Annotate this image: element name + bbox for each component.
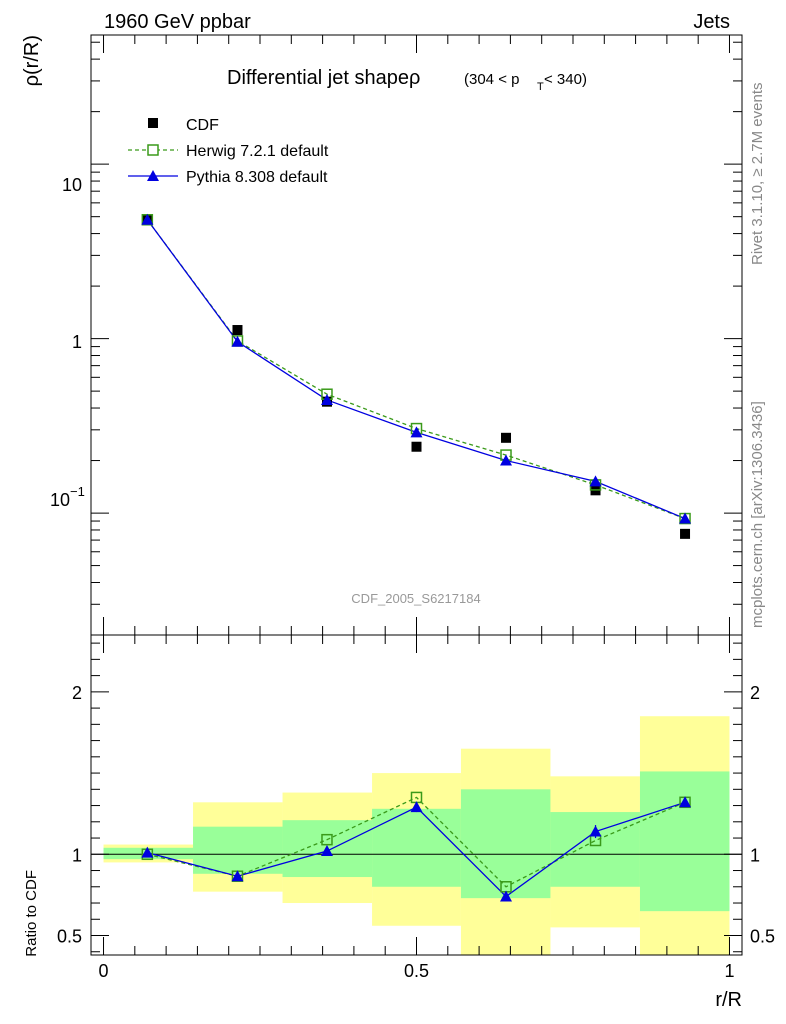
legend-item-pythia: Pythia 8.308 default [128, 169, 328, 186]
pythia-ratio-point [320, 845, 333, 857]
herwig-ratio-point [410, 791, 423, 804]
main-series-layer [141, 213, 692, 539]
pythia-ratio-point [679, 796, 692, 808]
cdf-point [232, 325, 243, 336]
ratio-y-label: Ratio to CDF [23, 870, 40, 957]
x-tick-label: 1 [724, 961, 734, 981]
legend-marker-herwig [147, 144, 159, 156]
pythia-ratio-point [141, 846, 154, 858]
herwig-ratio-point [321, 833, 333, 846]
chart-subtitle-end: < 340) [544, 71, 587, 88]
pythia-point [410, 426, 423, 438]
ratio-uncertainty-bands [103, 716, 730, 955]
cdf-point [501, 432, 512, 443]
pythia-point [231, 335, 244, 347]
x-tick-label: 0.5 [404, 961, 429, 981]
herwig-ratio-point [500, 881, 512, 893]
legend-label-herwig: Herwig 7.2.1 default [186, 143, 329, 160]
ratio-tick-labels: 0.5 0.5 1 1 2 2 0 0.5 1 [57, 683, 775, 981]
legend-item-cdf: CDF [148, 117, 219, 134]
pythia-ratio-point [410, 801, 423, 813]
legend-item-herwig: Herwig 7.2.1 default [128, 143, 329, 160]
ratio-y-tick-label-right: 0.5 [750, 927, 775, 947]
y-tick-label-1: 1 [72, 332, 82, 352]
cdf-point [411, 441, 422, 452]
inner-band [372, 808, 461, 887]
pythia-point [320, 393, 333, 405]
energy-label: 1960 GeV ppbar [104, 11, 251, 33]
legend-label-cdf: CDF [186, 117, 219, 134]
inner-band [193, 826, 283, 874]
pythia-point [589, 475, 602, 487]
ratio-y-tick-label-left: 1 [72, 845, 82, 865]
pythia-ratio-point [589, 825, 602, 837]
pythia-ratio-point [231, 870, 244, 882]
chart-subtitle: (304 < p [464, 71, 519, 88]
legend-marker-cdf [148, 118, 158, 128]
cdf-point [680, 528, 691, 539]
ratio-y-tick-label-right: 1 [750, 845, 760, 865]
x-tick-label: 0 [99, 961, 109, 981]
ratio-y-tick-label-right: 2 [750, 683, 760, 703]
legend: CDF Herwig 7.2.1 default Pythia 8.308 de… [128, 117, 329, 186]
chart-subtitle-subscript: T [537, 81, 544, 93]
y-tick-label-10: 10 [62, 175, 82, 195]
inner-band [639, 771, 730, 912]
ratio-y-tick-label-left: 0.5 [57, 927, 82, 947]
main-panel: ρ(r/R) 10 1 10 −1 Differential jet shape… [21, 34, 743, 636]
ratio-series-layer [141, 791, 692, 902]
inner-band [550, 812, 640, 887]
analysis-watermark: CDF_2005_S6217184 [351, 591, 480, 606]
y-tick-label-0-1-exponent: −1 [70, 484, 85, 499]
herwig-line [146, 219, 686, 520]
herwig-ratio-point [589, 834, 602, 847]
process-label: Jets [693, 11, 730, 33]
inner-band [460, 789, 551, 899]
main-y-tick-labels: 10 1 10 −1 [50, 175, 85, 510]
pythia-point [500, 454, 513, 466]
pythia-point [141, 213, 154, 225]
chart-title: Differential jet shapeρ [227, 67, 420, 89]
main-y-label: ρ(r/R) [21, 35, 43, 86]
pythia-line [146, 219, 686, 520]
pythia-ratio-point [500, 890, 513, 902]
ratio-axis-ticks [91, 635, 742, 955]
legend-marker-pythia [147, 170, 159, 181]
ratio-panel: 0.5 0.5 1 1 2 2 0 0.5 1 Ratio to CDF r/R [23, 634, 775, 1011]
legend-label-pythia: Pythia 8.308 default [186, 169, 328, 186]
mcplots-label: mcplots.cern.ch [arXiv:1306.3436] [749, 401, 766, 628]
x-axis-label: r/R [715, 989, 742, 1011]
ratio-y-tick-label-left: 2 [72, 683, 82, 703]
pythia-point [679, 512, 692, 524]
rivet-version-label: Rivet 3.1.10, ≥ 2.7M events [749, 83, 766, 266]
main-axis-ticks [91, 35, 742, 636]
y-tick-label-0-1: 10 [50, 490, 70, 510]
